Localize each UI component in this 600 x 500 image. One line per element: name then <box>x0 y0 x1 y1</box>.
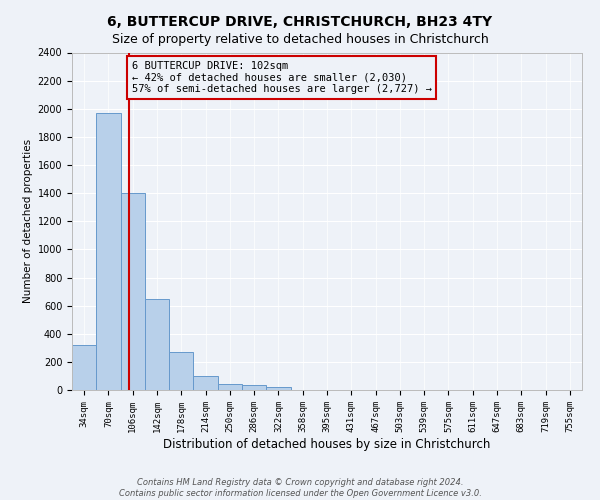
Y-axis label: Number of detached properties: Number of detached properties <box>23 139 34 304</box>
Bar <box>193 376 218 390</box>
X-axis label: Distribution of detached houses by size in Christchurch: Distribution of detached houses by size … <box>163 438 491 450</box>
Bar <box>169 352 193 390</box>
Text: Contains HM Land Registry data © Crown copyright and database right 2024.
Contai: Contains HM Land Registry data © Crown c… <box>119 478 481 498</box>
Bar <box>218 384 242 390</box>
Bar <box>96 113 121 390</box>
Bar <box>121 193 145 390</box>
Text: Size of property relative to detached houses in Christchurch: Size of property relative to detached ho… <box>112 32 488 46</box>
Text: 6 BUTTERCUP DRIVE: 102sqm
← 42% of detached houses are smaller (2,030)
57% of se: 6 BUTTERCUP DRIVE: 102sqm ← 42% of detac… <box>131 61 431 94</box>
Text: 6, BUTTERCUP DRIVE, CHRISTCHURCH, BH23 4TY: 6, BUTTERCUP DRIVE, CHRISTCHURCH, BH23 4… <box>107 15 493 29</box>
Bar <box>72 345 96 390</box>
Bar <box>242 385 266 390</box>
Bar <box>266 387 290 390</box>
Bar <box>145 298 169 390</box>
